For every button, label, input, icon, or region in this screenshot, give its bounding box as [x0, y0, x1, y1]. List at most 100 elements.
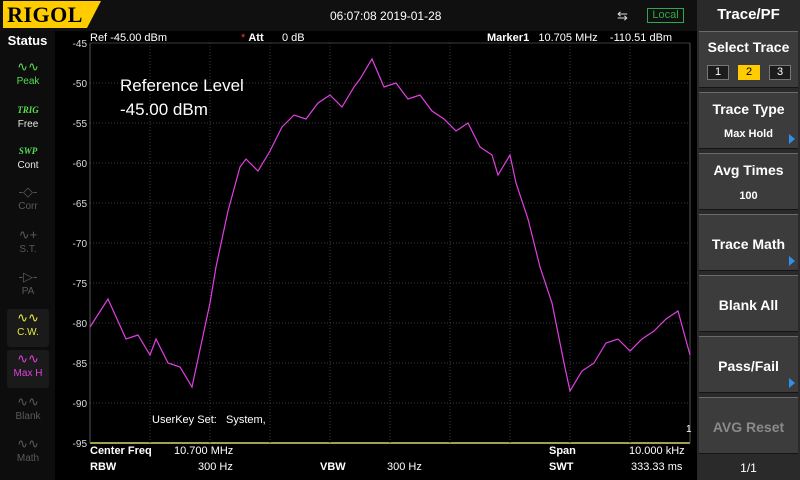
status-label: PA	[21, 286, 35, 297]
y-tick-label: -60	[73, 159, 88, 170]
ref-level-title: Reference Level	[120, 76, 244, 95]
y-tick-label: -50	[73, 79, 88, 90]
status-label: S.T.	[19, 244, 37, 255]
avg-times-value: 100	[739, 190, 758, 202]
status-label: Blank	[15, 411, 41, 422]
status-label: Math	[16, 453, 40, 464]
span-value[interactable]: 10.000 kHz	[629, 445, 685, 457]
ref-label: Ref	[90, 32, 108, 44]
center-freq-label[interactable]: Center Freq	[90, 445, 152, 457]
userkey-label: UserKey Set:	[152, 414, 217, 426]
status-label: Corr	[18, 201, 38, 212]
swp-icon: SWP	[18, 146, 38, 156]
brand-logo: RIGOL	[3, 1, 87, 28]
trace-option-3[interactable]: 3	[769, 65, 791, 80]
ref-level-popup: Reference Level -45.00 dBm	[120, 74, 244, 122]
status-column: Status ∿∿ Peak TRIG Free SWP Cont -◇- Co…	[0, 31, 55, 480]
status-title: Status	[7, 33, 48, 48]
status-item-cw[interactable]: ∿∿ C.W.	[7, 309, 49, 347]
rbw-label[interactable]: RBW	[90, 461, 117, 473]
marker-flag[interactable]: 1	[686, 424, 692, 435]
math-icon: ∿∿	[17, 436, 39, 451]
blank-all-button[interactable]: Blank All	[699, 275, 798, 332]
status-label: Free	[17, 119, 39, 130]
usb-icon: ⇆	[617, 8, 628, 23]
y-tick-label: -90	[73, 399, 88, 410]
pass-fail-button[interactable]: Pass/Fail	[699, 336, 798, 393]
trace-type-button[interactable]: Trace Type Max Hold	[699, 92, 798, 149]
y-tick-label: -85	[73, 359, 88, 370]
trace-option-2[interactable]: 2	[738, 65, 760, 80]
status-item-swp[interactable]: SWP Cont	[7, 142, 49, 180]
center-freq-value[interactable]: 10.700 MHz	[174, 445, 234, 457]
y-tick-label: -95	[73, 439, 88, 450]
status-item-blank[interactable]: ∿∿ Blank	[7, 393, 49, 431]
page-indicator: 1/1	[740, 461, 757, 475]
submenu-arrow-icon	[789, 378, 795, 388]
avg-reset-button[interactable]: AVG Reset	[699, 397, 798, 454]
ref-readout[interactable]: Ref -45.00 dBm	[90, 32, 167, 44]
trace-math-label: Trace Math	[711, 236, 786, 252]
cw-icon: ∿∿	[17, 310, 39, 325]
corr-icon: -◇-	[18, 184, 38, 199]
softkey-panel: Trace/PF Select Trace 1 2 3 Trace Type M…	[697, 0, 800, 480]
status-label: Cont	[17, 160, 39, 171]
select-trace-button[interactable]: Select Trace 1 2 3	[699, 31, 798, 88]
att-readout[interactable]: * Att 0 dB	[241, 32, 305, 44]
trace-type-value: Max Hold	[724, 128, 773, 140]
maxhold-icon: ∿∿	[17, 351, 39, 366]
y-tick-label: -70	[73, 239, 88, 250]
status-item-corr[interactable]: -◇- Corr	[7, 183, 49, 221]
userkey-value: System,	[225, 414, 266, 426]
swt-value[interactable]: 333.33 ms	[631, 461, 683, 473]
status-label: Peak	[16, 76, 40, 87]
logo-tail	[87, 1, 101, 28]
avg-times-button[interactable]: Avg Times 100	[699, 153, 798, 210]
marker-readout[interactable]: Marker1 10.705 MHz -110.51 dBm	[487, 32, 672, 44]
trace-type-label: Trace Type	[712, 101, 785, 117]
pa-icon: -▷-	[18, 269, 38, 284]
vbw-value[interactable]: 300 Hz	[387, 461, 422, 473]
submenu-arrow-icon	[789, 134, 795, 144]
userkey-status: UserKey Set: System,	[152, 414, 266, 426]
menu-title: Trace/PF	[717, 6, 780, 23]
trig-icon: TRIG	[17, 105, 39, 115]
y-tick-label: -55	[73, 119, 88, 130]
span-label[interactable]: Span	[549, 445, 576, 457]
st-icon: ∿+	[18, 227, 38, 242]
rbw-value[interactable]: 300 Hz	[198, 461, 233, 473]
swt-label[interactable]: SWT	[549, 461, 574, 473]
status-item-st[interactable]: ∿+ S.T.	[7, 226, 49, 264]
avg-times-label: Avg Times	[713, 162, 784, 178]
status-label: C.W.	[17, 327, 39, 338]
blank-all-label: Blank All	[718, 297, 779, 313]
vbw-label[interactable]: VBW	[320, 461, 346, 473]
status-item-pa[interactable]: -▷- PA	[7, 268, 49, 306]
status-item-trig[interactable]: TRIG Free	[7, 101, 49, 139]
blank-icon: ∿∿	[17, 394, 39, 409]
y-tick-label: -65	[73, 199, 88, 210]
remote-state-badge[interactable]: Local	[647, 8, 684, 23]
status-item-math[interactable]: ∿∿ Math	[7, 435, 49, 473]
ref-value: -45.00 dBm	[110, 32, 168, 44]
att-auto-icon: *	[241, 32, 246, 44]
trace-option-1[interactable]: 1	[707, 65, 729, 80]
att-label: Att	[248, 32, 264, 44]
peak-wave-icon: ∿∿	[17, 59, 39, 74]
status-item-maxhold[interactable]: ∿∿ Max H	[7, 350, 49, 388]
select-trace-label: Select Trace	[707, 39, 790, 55]
att-value: 0 dB	[281, 32, 305, 44]
pass-fail-label: Pass/Fail	[718, 358, 779, 374]
marker-label: Marker1	[487, 32, 530, 44]
status-label: Max H	[13, 368, 43, 379]
avg-reset-label: AVG Reset	[712, 419, 785, 435]
y-tick-label: -45	[73, 39, 88, 50]
y-tick-label: -75	[73, 279, 88, 290]
status-item-peak[interactable]: ∿∿ Peak	[7, 58, 49, 96]
top-bar: RIGOL 06:07:08 2019-01-28 ⇆ Local	[0, 0, 697, 31]
y-tick-label: -80	[73, 319, 88, 330]
trace-math-button[interactable]: Trace Math	[699, 214, 798, 271]
marker-freq: 10.705 MHz	[538, 32, 598, 44]
y-axis-ticks: -45 -50 -55 -60 -65 -70 -75 -80 -85 -90 -95	[73, 39, 88, 450]
